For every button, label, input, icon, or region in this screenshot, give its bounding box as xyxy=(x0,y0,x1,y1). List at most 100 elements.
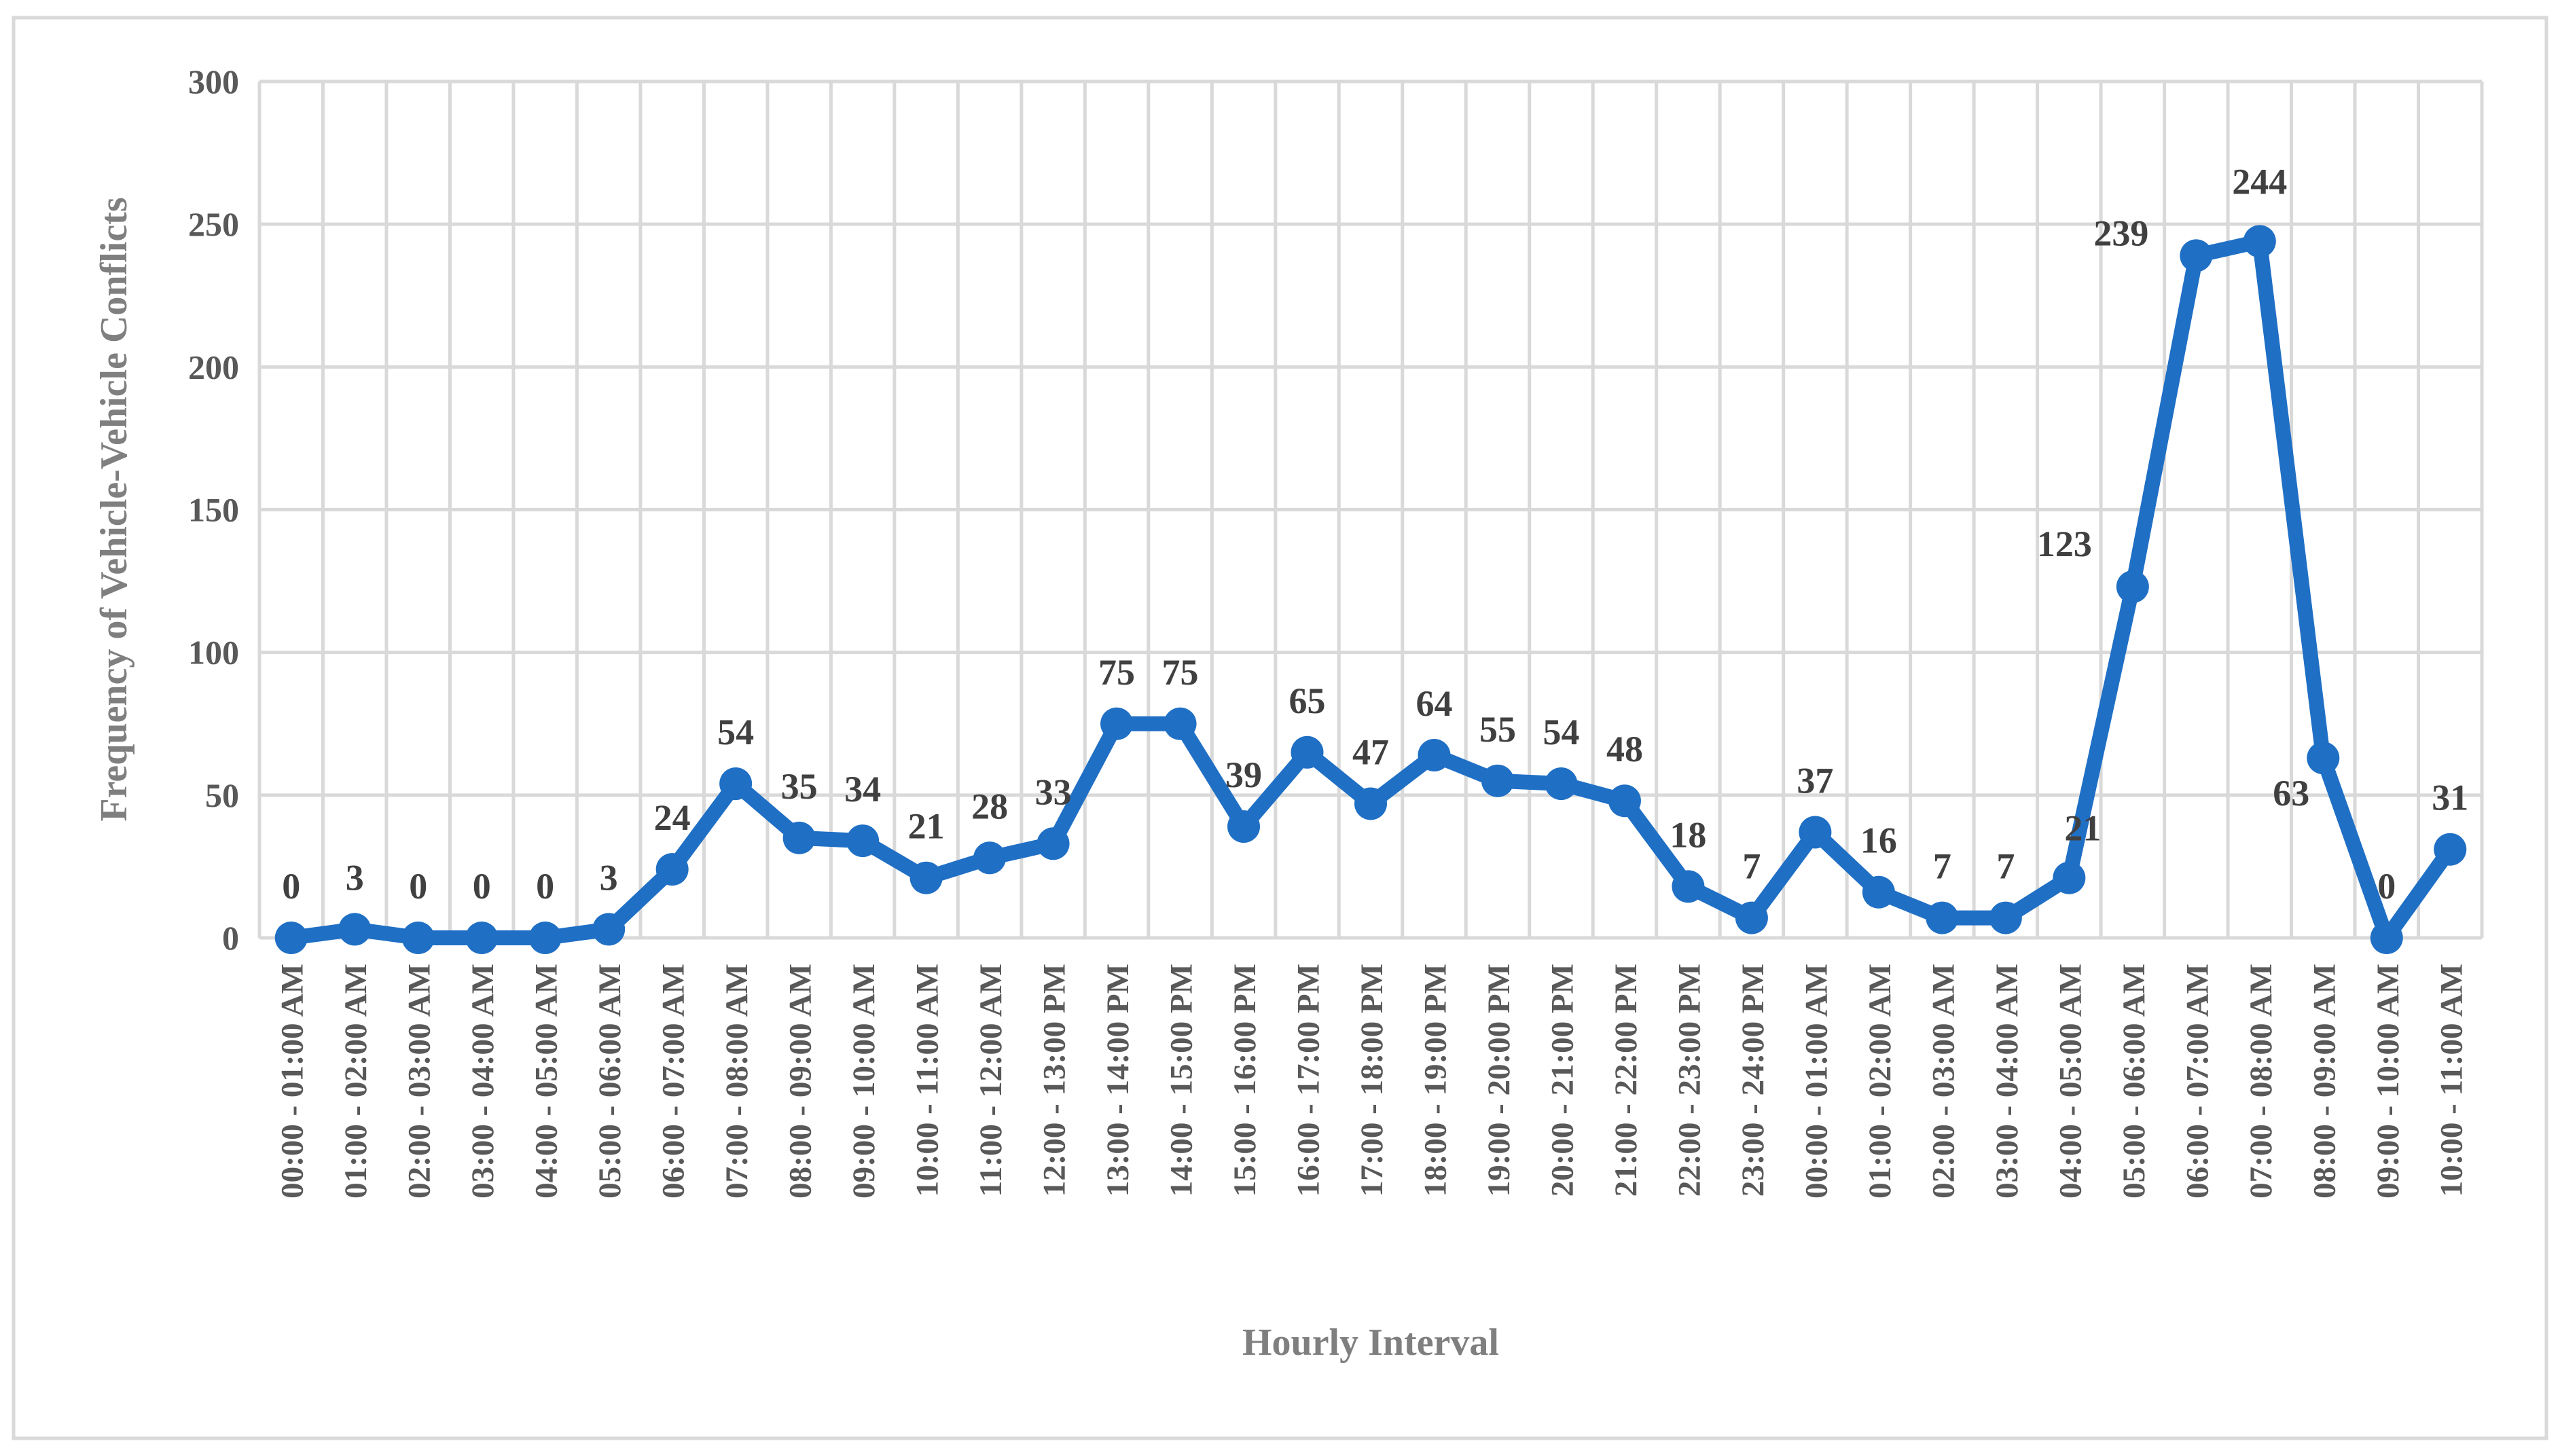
data-label: 47 xyxy=(1352,731,1389,772)
y-tick-label: 250 xyxy=(188,205,239,243)
y-tick-label: 150 xyxy=(188,491,239,529)
x-tick-label: 03:00 - 04:00 AM xyxy=(465,964,501,1199)
data-label: 54 xyxy=(717,712,754,752)
data-label: 21 xyxy=(2064,808,2101,849)
y-axis-title: Frequency of Vehicle-Vehicle Conflicts xyxy=(93,197,135,821)
data-point xyxy=(1418,738,1451,771)
x-tick-label: 16:00 - 17:00 PM xyxy=(1291,964,1327,1197)
x-tick-label: 02:00 - 03:00 AM xyxy=(1926,964,1961,1199)
data-point xyxy=(2434,833,2467,866)
data-label: 0 xyxy=(282,866,300,907)
data-label: 7 xyxy=(1996,846,2015,887)
y-tick-label: 300 xyxy=(188,62,239,101)
data-point xyxy=(528,922,562,954)
x-tick-label: 14:00 - 15:00 PM xyxy=(1164,964,1200,1197)
x-tick-label: 09:00 - 10:00 AM xyxy=(846,964,882,1199)
data-point xyxy=(973,841,1007,875)
data-label: 28 xyxy=(971,786,1008,826)
data-label: 3 xyxy=(346,857,364,898)
y-tick-label: 0 xyxy=(222,919,239,957)
data-label: 33 xyxy=(1035,771,1072,812)
data-label: 16 xyxy=(1860,820,1897,861)
x-tick-label: 09:00 - 10:00 AM xyxy=(2370,964,2406,1199)
x-tick-label: 15:00 - 16:00 PM xyxy=(1227,964,1263,1197)
x-tick-label: 07:00 - 08:00 AM xyxy=(2243,964,2279,1199)
x-tick-label: 13:00 - 14:00 PM xyxy=(1100,964,1136,1197)
data-point xyxy=(1100,707,1134,740)
data-label: 48 xyxy=(1606,729,1643,769)
data-point xyxy=(465,922,499,954)
data-point xyxy=(1735,901,1768,934)
data-label: 35 xyxy=(781,766,818,807)
x-tick-label: 07:00 - 08:00 AM xyxy=(719,964,755,1199)
data-label: 18 xyxy=(1670,814,1706,855)
data-labels: 0 3 0 0 0 3 24 54 35 34 21 28 33 75 75 39 65 47 64 55 54 48 18… xyxy=(282,161,2468,907)
data-point xyxy=(1799,816,1832,849)
x-tick-label: 05:00 - 06:00 AM xyxy=(592,964,628,1199)
data-label: 0 xyxy=(473,866,491,907)
data-point xyxy=(846,824,880,858)
data-point xyxy=(1545,767,1578,801)
data-point xyxy=(2307,742,2340,775)
data-point xyxy=(2243,225,2276,258)
x-tick-label: 08:00 - 09:00 AM xyxy=(783,964,818,1199)
data-point xyxy=(1164,707,1197,740)
data-point xyxy=(1354,787,1387,820)
x-tick-label: 23:00 - 24:00 PM xyxy=(1735,964,1771,1197)
data-point xyxy=(909,861,943,894)
data-point xyxy=(338,913,372,946)
data-label: 239 xyxy=(2093,213,2148,253)
data-points xyxy=(274,225,2467,954)
x-tick-label: 00:00 - 01:00 AM xyxy=(275,964,310,1199)
data-label: 0 xyxy=(409,866,427,907)
x-tick-label: 20:00 - 21:00 PM xyxy=(1545,964,1580,1197)
y-tick-label: 200 xyxy=(188,348,239,386)
data-label: 64 xyxy=(1416,683,1452,724)
x-tick-label: 18:00 - 19:00 PM xyxy=(1418,964,1453,1197)
x-tick-label: 04:00 - 05:00 AM xyxy=(2053,964,2088,1199)
data-label: 75 xyxy=(1098,652,1135,693)
x-tick-label: 00:00 - 01:00 AM xyxy=(1799,964,1834,1199)
data-point xyxy=(1291,735,1324,769)
data-label: 37 xyxy=(1797,760,1833,801)
data-point xyxy=(1036,827,1070,860)
data-point xyxy=(782,821,816,854)
x-tick-label: 03:00 - 04:00 AM xyxy=(1989,964,2025,1199)
data-label: 0 xyxy=(536,866,554,907)
data-label: 65 xyxy=(1289,680,1326,721)
x-tick-label: 11:00 - 12:00 AM xyxy=(973,964,1009,1197)
data-point xyxy=(274,922,308,954)
x-tick-label: 10:00 - 11:00 AM xyxy=(2434,964,2469,1197)
data-point xyxy=(2370,922,2403,954)
x-tick-label: 02:00 - 03:00 AM xyxy=(402,964,437,1199)
x-tick-label: 01:00 - 02:00 AM xyxy=(1862,964,1898,1199)
data-label: 24 xyxy=(654,797,691,838)
data-label: 7 xyxy=(1742,846,1761,887)
data-point xyxy=(1227,810,1261,843)
x-tick-label: 06:00 - 07:00 AM xyxy=(656,964,691,1199)
x-tick-label: 08:00 - 09:00 AM xyxy=(2307,964,2342,1199)
data-point xyxy=(592,913,626,946)
x-tick-label: 17:00 - 18:00 PM xyxy=(1354,964,1390,1197)
chart-border xyxy=(12,16,2548,1440)
x-tick-label: 06:00 - 07:00 AM xyxy=(2180,964,2215,1199)
x-tick-label: 19:00 - 20:00 PM xyxy=(1481,964,1517,1197)
data-point xyxy=(1481,764,1514,797)
data-point xyxy=(655,853,689,886)
data-label: 39 xyxy=(1225,754,1262,795)
data-point xyxy=(719,767,753,801)
x-tick-label: 12:00 - 13:00 PM xyxy=(1037,964,1072,1197)
data-point xyxy=(2053,861,2086,894)
x-tick-label: 04:00 - 05:00 AM xyxy=(529,964,564,1199)
data-point xyxy=(1989,901,2022,934)
data-label: 7 xyxy=(1933,846,1951,887)
data-label: 0 xyxy=(2377,866,2396,907)
data-label: 244 xyxy=(2232,161,2287,202)
data-point xyxy=(401,922,435,954)
data-point xyxy=(1608,784,1641,818)
y-tick-label: 100 xyxy=(188,634,239,672)
x-tick-label: 21:00 - 22:00 PM xyxy=(1608,964,1644,1197)
data-label: 31 xyxy=(2432,778,2468,818)
